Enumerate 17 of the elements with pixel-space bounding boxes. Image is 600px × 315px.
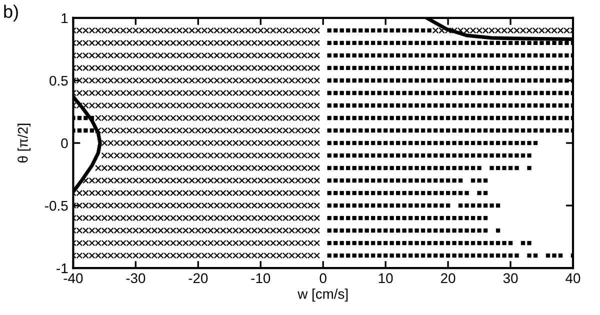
- text: b): [4, 4, 18, 22]
- y-axis-title: θ [π/2]: [18, 124, 31, 163]
- y-tick-label: -0.5: [45, 200, 68, 211]
- x-tick-label: -30: [126, 273, 146, 284]
- x-tick-label: 0: [320, 273, 326, 284]
- y-tick-label: -1: [56, 264, 68, 274]
- x-tick-label: 40: [566, 273, 580, 284]
- x-tick-label: -20: [188, 273, 208, 284]
- y-tick-label: 0: [61, 138, 68, 148]
- x-tick-label: 20: [441, 273, 456, 284]
- y-tick-label: 0.5: [50, 76, 68, 86]
- x-tick-label: 30: [503, 273, 518, 284]
- x-tick-label: -10: [251, 273, 270, 284]
- x-axis-title: w [cm/s]: [298, 288, 348, 302]
- x-tick-label: 10: [378, 273, 393, 284]
- y-tick-label: 1: [62, 13, 68, 23]
- x-tick-label: -40: [64, 273, 83, 284]
